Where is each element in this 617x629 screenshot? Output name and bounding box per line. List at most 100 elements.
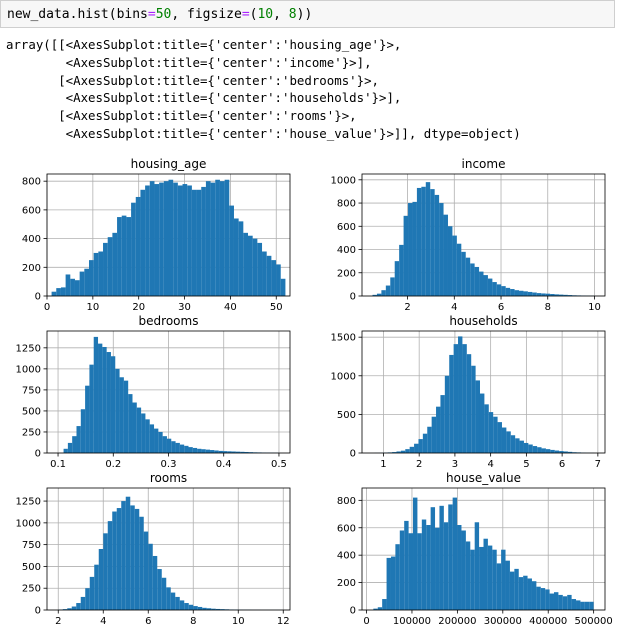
histogram-bar — [545, 293, 551, 296]
histogram-bar — [396, 451, 401, 453]
axes-frame — [361, 173, 606, 297]
histogram-bar — [211, 608, 216, 610]
x-tick-label: 10 — [588, 302, 601, 313]
histogram-bar — [523, 442, 529, 453]
histogram-bar — [240, 451, 245, 453]
y-tick-label: 200 — [337, 268, 356, 279]
x-tick-label: 8 — [190, 616, 196, 627]
code-text: new_data.hist(bins — [7, 7, 148, 22]
subplot-income: 2 4 6 8 10 0 200 400 600 800 1000 income — [331, 157, 606, 313]
histogram-bar — [381, 290, 386, 296]
histogram-bar — [444, 375, 450, 453]
histogram-bar — [479, 271, 484, 296]
histogram-bar — [184, 603, 189, 610]
code-text: , figsize — [171, 7, 242, 22]
histogram-bar — [465, 257, 471, 296]
histogram-bar — [205, 181, 211, 296]
histogram-bar — [456, 243, 462, 296]
histogram-bar — [71, 606, 77, 610]
x-tick-label: 300000 — [484, 616, 522, 627]
histogram-bar — [276, 264, 281, 296]
histogram-bar — [51, 291, 57, 296]
histogram-bar — [128, 394, 133, 453]
code-cell-input[interactable]: new_data.hist(bins=50, figsize=(10, 8)) — [0, 0, 615, 28]
histogram-bar — [192, 447, 198, 453]
histogram-bar — [536, 293, 542, 296]
histogram-bar — [98, 251, 104, 296]
output-line: <AxesSubplot:title={'center':'households… — [6, 90, 402, 106]
histogram-bar — [252, 238, 258, 296]
histogram-bar — [558, 594, 563, 610]
y-tick-label: 600 — [337, 523, 356, 534]
histogram-bar — [434, 194, 440, 296]
x-tick-label: 0.4 — [216, 459, 232, 470]
histogram-bar — [210, 182, 216, 296]
histogram-bar — [179, 444, 185, 453]
x-tick-label: 4 — [451, 302, 457, 313]
histogram-bar — [483, 538, 488, 610]
histogram-bar — [403, 215, 409, 296]
histogram-bar — [136, 407, 142, 453]
histogram-bar — [372, 294, 377, 296]
histogram-bar — [173, 182, 178, 296]
x-tick-label: 400000 — [529, 616, 567, 627]
x-tick-label: 50 — [270, 302, 283, 313]
histogram-bar — [550, 294, 555, 296]
x-tick-label: 1 — [380, 459, 386, 470]
histogram-bar — [219, 181, 225, 296]
histogram-bar — [563, 451, 568, 453]
histogram-bar — [421, 186, 426, 296]
y-tick-label: 800 — [337, 199, 356, 210]
histogram-bar — [67, 442, 73, 453]
histogram-bar — [148, 543, 153, 610]
histogram-bar — [115, 368, 120, 453]
histogram-bar — [390, 277, 395, 296]
histogram-bar — [418, 439, 423, 453]
y-tick-label: 800 — [337, 496, 356, 507]
output-line: <AxesSubplot:title={'center':'income'}>]… — [6, 54, 372, 70]
code-operator: = — [241, 7, 250, 22]
histogram-bar — [484, 404, 489, 453]
histogram-bar — [88, 260, 94, 296]
x-tick-label: 2 — [416, 459, 422, 470]
histogram-bar — [532, 292, 537, 296]
histogram-bar — [519, 440, 524, 453]
histogram-bar — [385, 285, 391, 296]
histogram-bar — [130, 505, 135, 610]
histogram-bar — [554, 450, 560, 453]
histogram-bar — [243, 232, 249, 296]
y-tick-label: 1000 — [331, 175, 356, 186]
y-tick-label: 600 — [22, 205, 41, 216]
histogram-bar — [443, 522, 449, 610]
histogram-bar — [60, 287, 66, 296]
histogram-bar — [518, 577, 524, 610]
subplot-title: bedrooms — [139, 314, 199, 328]
subplot-title: rooms — [150, 471, 187, 485]
histogram-bar — [257, 242, 263, 296]
histogram-bar — [125, 496, 131, 610]
histogram-bar — [149, 181, 155, 296]
histogram-bar — [56, 288, 61, 296]
histogram-bar — [461, 251, 466, 296]
histogram-bar — [271, 260, 277, 296]
histogram-bar — [474, 522, 480, 610]
histogram-bar — [168, 179, 174, 296]
histogram-bar — [126, 217, 132, 296]
histogram-bar — [430, 189, 435, 296]
histogram-bar — [462, 344, 467, 453]
histogram-bar — [248, 235, 253, 296]
output-line: <AxesSubplot:title={'center':'house_valu… — [6, 125, 521, 141]
histogram-bar — [188, 447, 193, 453]
y-tick-label: 0 — [35, 606, 41, 617]
y-tick-label: 1000 — [16, 364, 41, 375]
histogram-bar — [72, 436, 77, 453]
histogram-bar — [373, 608, 378, 610]
histogram-bar — [536, 586, 541, 610]
histogram-bar — [220, 609, 225, 610]
x-tick-label: 200000 — [438, 616, 476, 627]
x-tick-label: 0.3 — [161, 459, 177, 470]
histogram-bar — [119, 377, 124, 453]
histogram-bar — [466, 354, 472, 453]
histogram-bar — [421, 519, 427, 610]
histogram-bar — [187, 185, 192, 296]
